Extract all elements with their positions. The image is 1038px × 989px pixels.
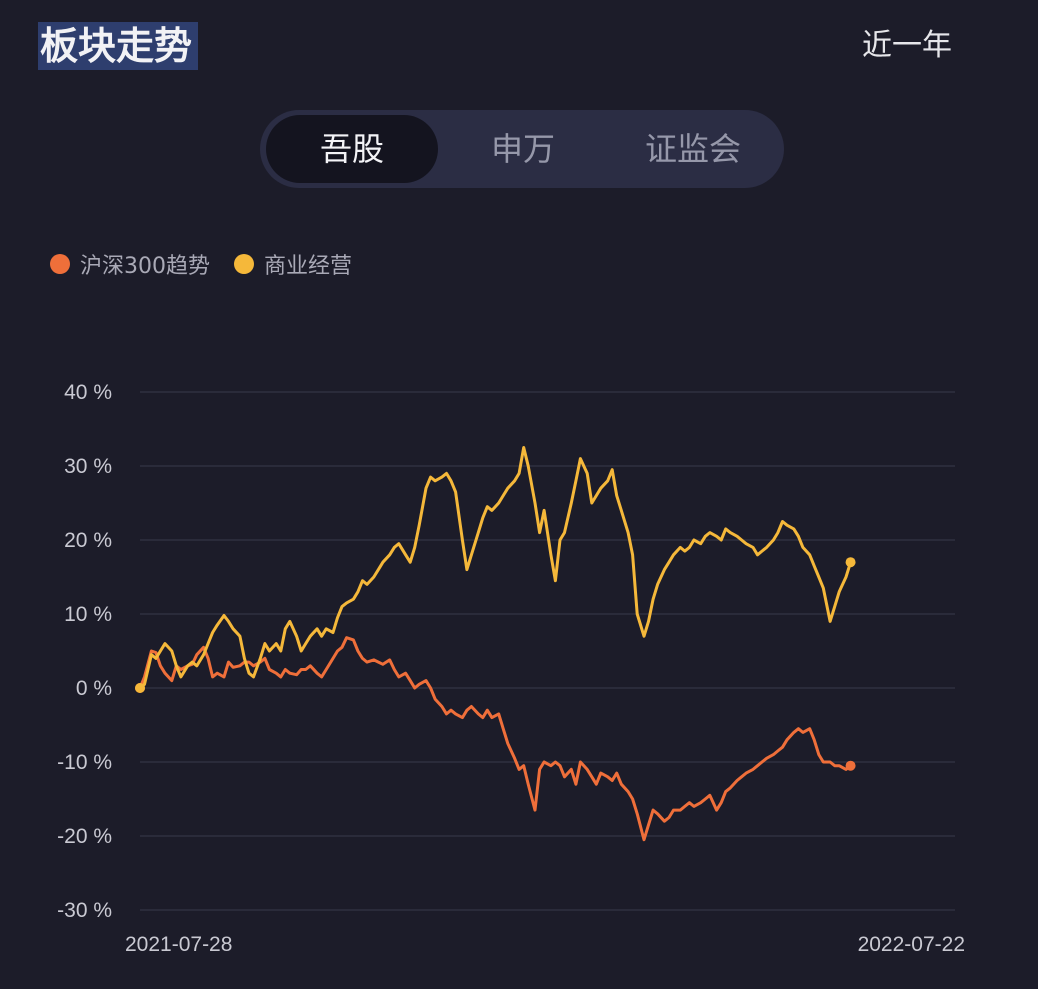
time-range-selector[interactable]: 近一年	[862, 28, 952, 63]
legend-dot-hs300	[50, 254, 70, 274]
y-tick-label: -10 %	[57, 751, 112, 774]
page-title: 板块走势	[38, 22, 199, 70]
x-tick-label-start: 2021-07-28	[125, 933, 232, 956]
y-tick-label: 30 %	[64, 455, 112, 478]
y-tick-label: 0 %	[76, 677, 112, 700]
tab-wugu[interactable]: 吾股	[266, 115, 438, 183]
tab-shenwan[interactable]: 申万	[490, 130, 555, 168]
y-tick-label: 40 %	[64, 381, 112, 404]
x-tick-label-end: 2022-07-22	[858, 933, 965, 956]
category-tab-switcher: 吾股 申万 证监会	[260, 110, 784, 188]
tab-zhengjianhui[interactable]: 证监会	[644, 130, 741, 168]
series-end-point-0	[845, 760, 856, 771]
chart-legend: 沪深300趋势 商业经营	[50, 248, 352, 280]
y-tick-label: 20 %	[64, 529, 112, 552]
legend-item-hs300[interactable]: 沪深300趋势	[50, 248, 210, 280]
series-end-point-1	[845, 557, 856, 568]
series-start-point-1	[135, 683, 145, 693]
y-tick-label: -30 %	[57, 899, 112, 922]
y-tick-label: 10 %	[64, 603, 112, 626]
series-line-1	[139, 446, 853, 690]
legend-item-business[interactable]: 商业经营	[234, 248, 352, 280]
y-tick-label: -20 %	[57, 825, 112, 848]
legend-label-hs300: 沪深300趋势	[80, 254, 210, 279]
legend-dot-business	[234, 254, 254, 274]
legend-label-business: 商业经营	[264, 254, 353, 279]
